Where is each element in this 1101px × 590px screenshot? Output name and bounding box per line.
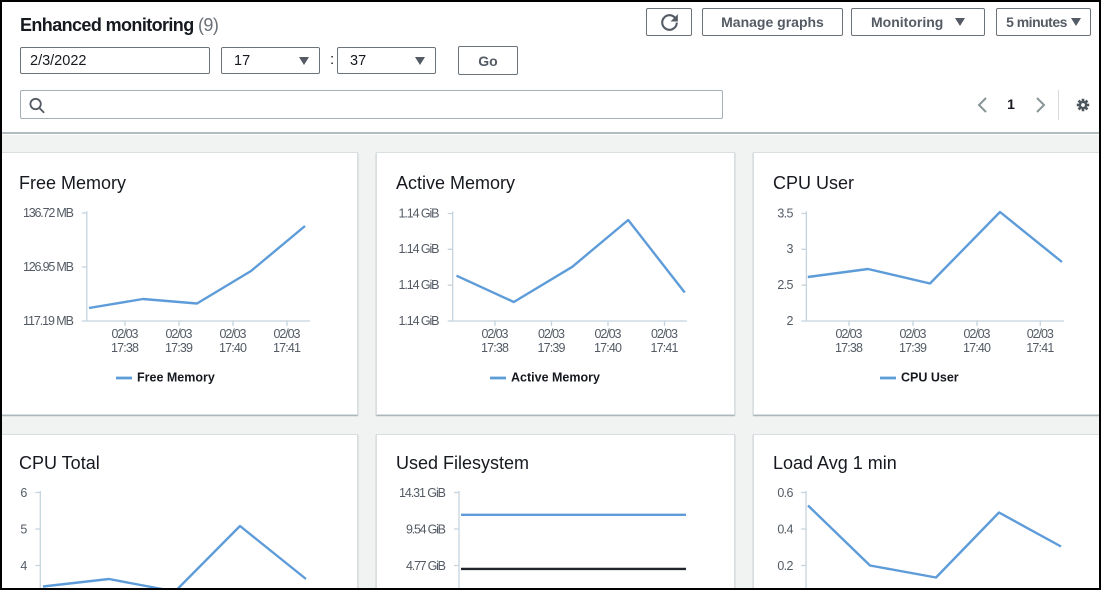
- svg-text:5: 5: [20, 523, 27, 537]
- svg-text:02/03: 02/03: [538, 327, 565, 341]
- svg-text:17:41: 17:41: [651, 341, 679, 355]
- svg-text:CPU User: CPU User: [901, 371, 959, 385]
- svg-text:17:38: 17:38: [481, 341, 509, 355]
- svg-text:4: 4: [20, 559, 27, 573]
- svg-text:17:38: 17:38: [835, 341, 863, 355]
- svg-text:1.14 GiB: 1.14 GiB: [399, 314, 440, 328]
- svg-text:17:39: 17:39: [538, 341, 566, 355]
- svg-text:02/03: 02/03: [220, 327, 247, 341]
- svg-text:2.5: 2.5: [777, 278, 793, 292]
- svg-text:117.19 MB: 117.19 MB: [23, 314, 74, 328]
- svg-text:17:39: 17:39: [165, 341, 193, 355]
- svg-text:02/03: 02/03: [900, 327, 927, 341]
- svg-text:Free Memory: Free Memory: [137, 371, 215, 385]
- svg-text:02/03: 02/03: [836, 327, 863, 341]
- svg-text:14.31 GiB: 14.31 GiB: [399, 486, 446, 500]
- svg-text:3: 3: [786, 242, 793, 256]
- svg-text:Active Memory: Active Memory: [396, 173, 515, 193]
- svg-text:2: 2: [786, 314, 793, 328]
- svg-text:02/03: 02/03: [1027, 327, 1054, 341]
- svg-text:02/03: 02/03: [595, 327, 622, 341]
- svg-text:6: 6: [20, 486, 27, 500]
- svg-text:17:40: 17:40: [963, 341, 991, 355]
- svg-text:0.4: 0.4: [777, 523, 793, 537]
- svg-text:02/03: 02/03: [482, 327, 509, 341]
- svg-text:1.14 GiB: 1.14 GiB: [399, 278, 440, 292]
- svg-text:136.72 MB: 136.72 MB: [23, 206, 74, 220]
- svg-text:17:39: 17:39: [899, 341, 927, 355]
- svg-text:CPU User: CPU User: [773, 173, 854, 193]
- svg-text:9.54 GiB: 9.54 GiB: [406, 523, 446, 537]
- svg-text:17:41: 17:41: [1026, 341, 1054, 355]
- svg-text:17:41: 17:41: [273, 341, 301, 355]
- svg-text:0.6: 0.6: [777, 486, 793, 500]
- svg-text:Load Avg 1 min: Load Avg 1 min: [773, 453, 897, 473]
- svg-text:17:38: 17:38: [111, 341, 139, 355]
- svg-text:02/03: 02/03: [112, 327, 139, 341]
- svg-text:Used Filesystem: Used Filesystem: [396, 453, 529, 473]
- svg-text:02/03: 02/03: [166, 327, 193, 341]
- svg-text:0.2: 0.2: [777, 559, 793, 573]
- svg-text:3.5: 3.5: [777, 207, 793, 221]
- svg-text:02/03: 02/03: [651, 327, 678, 341]
- svg-text:1.14 GiB: 1.14 GiB: [399, 242, 440, 256]
- svg-text:CPU Total: CPU Total: [19, 453, 100, 473]
- svg-text:17:40: 17:40: [219, 341, 247, 355]
- svg-text:4.77 GiB: 4.77 GiB: [406, 559, 446, 573]
- svg-text:126.95 MB: 126.95 MB: [23, 260, 74, 274]
- svg-text:Active Memory: Active Memory: [511, 371, 600, 385]
- svg-text:17:40: 17:40: [594, 341, 622, 355]
- svg-text:02/03: 02/03: [274, 327, 301, 341]
- svg-text:Free Memory: Free Memory: [19, 173, 126, 193]
- svg-text:1.14 GiB: 1.14 GiB: [399, 207, 440, 221]
- svg-text:02/03: 02/03: [964, 327, 991, 341]
